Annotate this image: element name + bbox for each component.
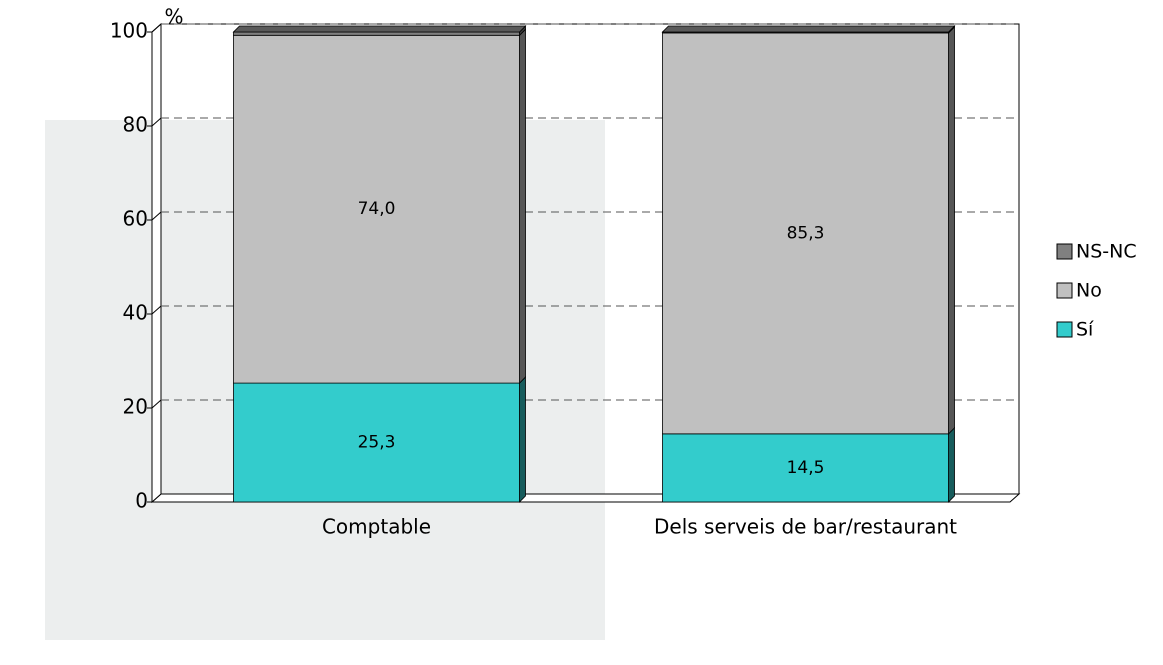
grid-line bbox=[151, 23, 162, 33]
grid-line bbox=[151, 211, 162, 221]
value-label: 25,3 bbox=[358, 433, 396, 453]
side-wall bbox=[151, 22, 162, 504]
bar-side bbox=[948, 25, 955, 435]
bar-side bbox=[519, 28, 526, 385]
legend-swatch bbox=[1056, 243, 1073, 260]
legend-label: NS-NC bbox=[1076, 241, 1137, 263]
grid-line bbox=[151, 117, 162, 127]
y-tick-label: 100 bbox=[110, 19, 148, 43]
bar bbox=[233, 31, 520, 36]
y-tick-label: 0 bbox=[135, 489, 148, 513]
y-tick-label: 60 bbox=[123, 207, 148, 231]
bar bbox=[662, 433, 949, 503]
value-label: 85,3 bbox=[787, 223, 825, 243]
bar bbox=[233, 382, 520, 503]
y-tick-label: 20 bbox=[123, 395, 148, 419]
x-tick-label: Comptable bbox=[322, 515, 431, 539]
y-tick-label: 40 bbox=[123, 301, 148, 325]
grid-line bbox=[151, 305, 162, 315]
y-tick-label: 80 bbox=[123, 113, 148, 137]
legend-swatch bbox=[1056, 282, 1073, 299]
grid-line bbox=[151, 399, 162, 409]
bar bbox=[662, 32, 949, 435]
legend-swatch bbox=[1056, 321, 1073, 338]
bar-side bbox=[519, 376, 526, 503]
value-label: 74,0 bbox=[358, 199, 396, 219]
bar bbox=[233, 34, 520, 384]
value-label: 14,5 bbox=[787, 458, 825, 478]
legend-label: No bbox=[1076, 280, 1102, 302]
x-tick-label: Dels serveis de bar/restaurant bbox=[654, 515, 957, 539]
bar-side bbox=[948, 426, 955, 503]
bar-top bbox=[661, 25, 956, 33]
y-axis-label: % bbox=[164, 5, 183, 29]
legend-label: Sí bbox=[1076, 319, 1094, 341]
bar-top bbox=[232, 25, 527, 33]
